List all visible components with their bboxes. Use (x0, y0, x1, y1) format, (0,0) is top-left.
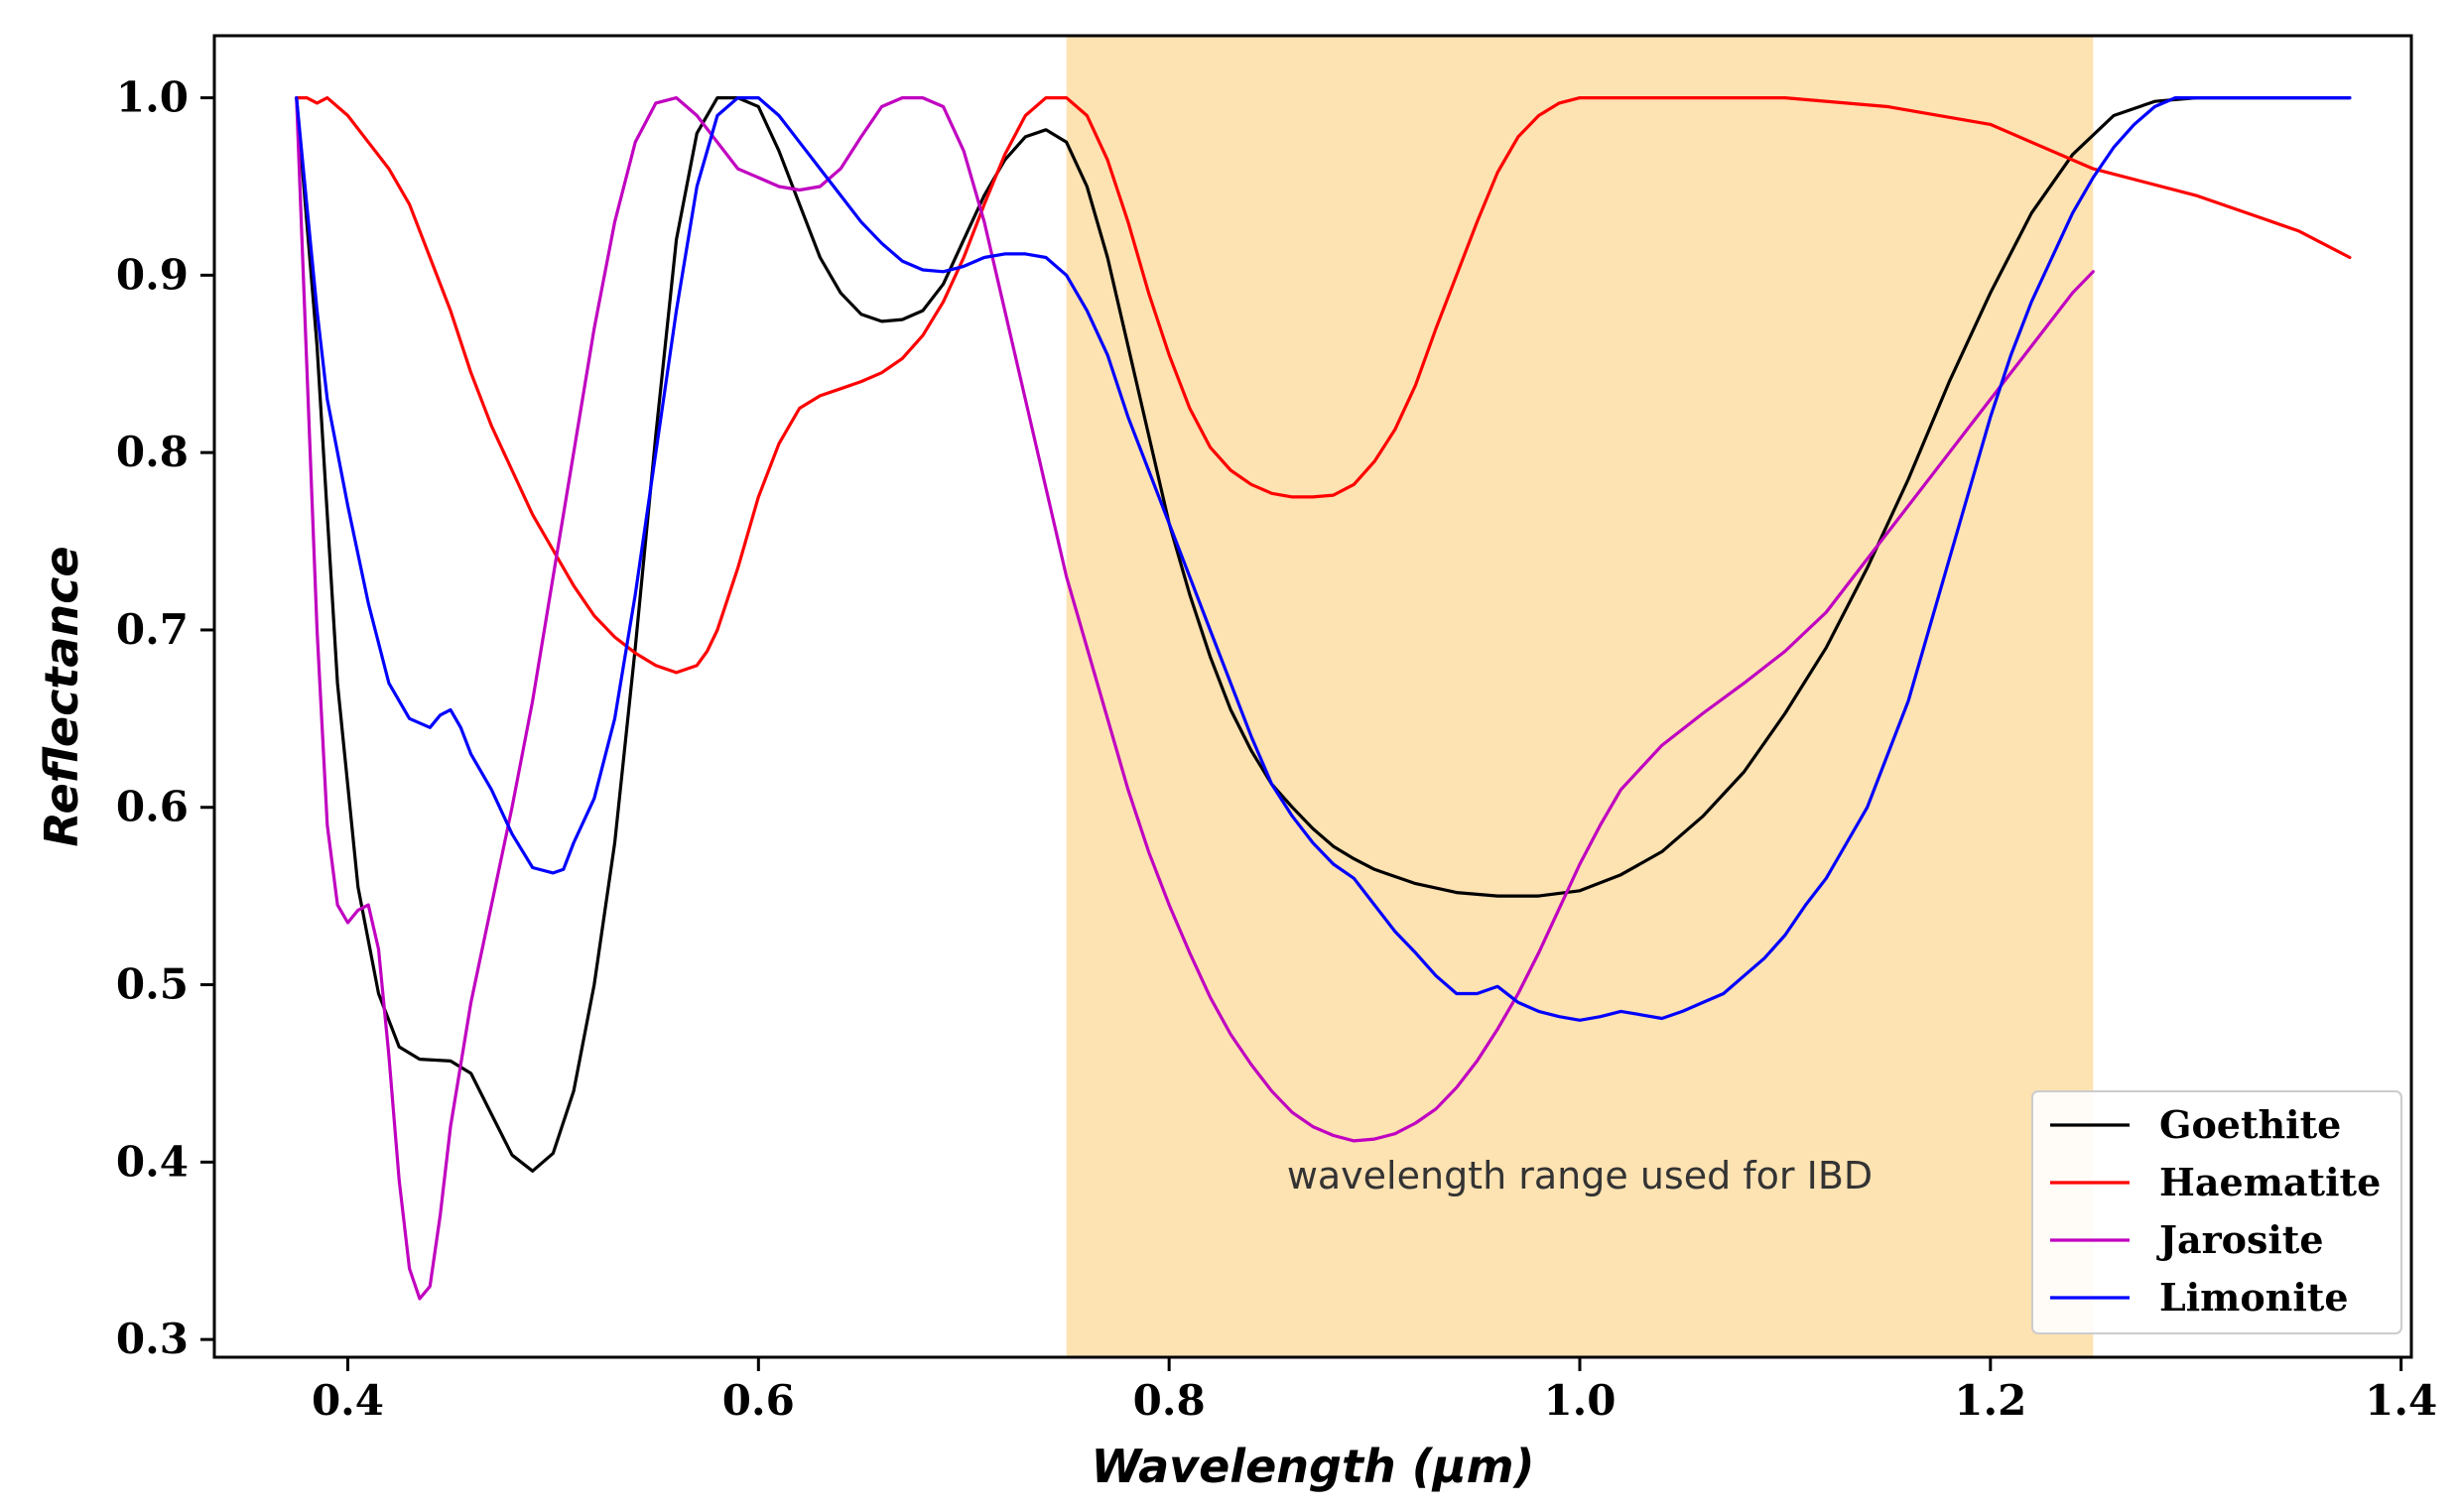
x-tick-label: 1.0 (1543, 1376, 1616, 1425)
y-tick-label: 0.4 (116, 1137, 189, 1186)
series-layer (295, 96, 2352, 1301)
y-tick-label: 1.0 (116, 73, 189, 122)
y-tick-label: 0.8 (116, 428, 189, 476)
ibd-range-band (1066, 36, 2094, 1357)
y-tick-label: 0.7 (116, 605, 189, 654)
legend-label-limonite: Limonite (2159, 1275, 2349, 1320)
ibd-range-band-layer (1066, 36, 2094, 1357)
x-axis: 0.4 0.6 0.8 1.0 1.2 1.4 (312, 1357, 2437, 1425)
y-tick-label: 0.9 (116, 250, 189, 299)
y-tick-label: 0.3 (116, 1315, 189, 1363)
series-line-haematite (295, 96, 2352, 675)
legend-label-jarosite: Jarosite (2156, 1217, 2324, 1262)
legend-label-haematite: Haematite (2159, 1160, 2381, 1204)
x-axis-label: Wavelength (μm) (1091, 1440, 1534, 1493)
x-tick-label: 0.6 (722, 1376, 795, 1425)
x-tick-label: 0.8 (1133, 1376, 1206, 1425)
series-line-goethite (295, 96, 2352, 1173)
series-line-jarosite (295, 96, 2095, 1301)
y-tick-label: 0.6 (116, 783, 189, 831)
x-tick-label: 1.2 (1954, 1376, 2026, 1425)
legend-box (2031, 1090, 2402, 1334)
ibd-range-annotation: wavelength range used for IBD (1287, 1154, 1873, 1197)
y-axis: 0.3 0.4 0.5 0.6 0.7 0.8 0.9 1.0 (116, 73, 214, 1363)
legend-label-goethite: Goethite (2159, 1102, 2341, 1147)
series-line-limonite (295, 96, 2352, 1022)
y-axis-label: Reflectance (35, 546, 88, 846)
legend: Goethite Haematite Jarosite Limonite (2031, 1090, 2402, 1334)
y-tick-label: 0.5 (116, 960, 189, 1009)
x-tick-label: 0.4 (312, 1376, 384, 1425)
plot-frame (212, 34, 2413, 1359)
x-tick-label: 1.4 (2365, 1376, 2437, 1425)
